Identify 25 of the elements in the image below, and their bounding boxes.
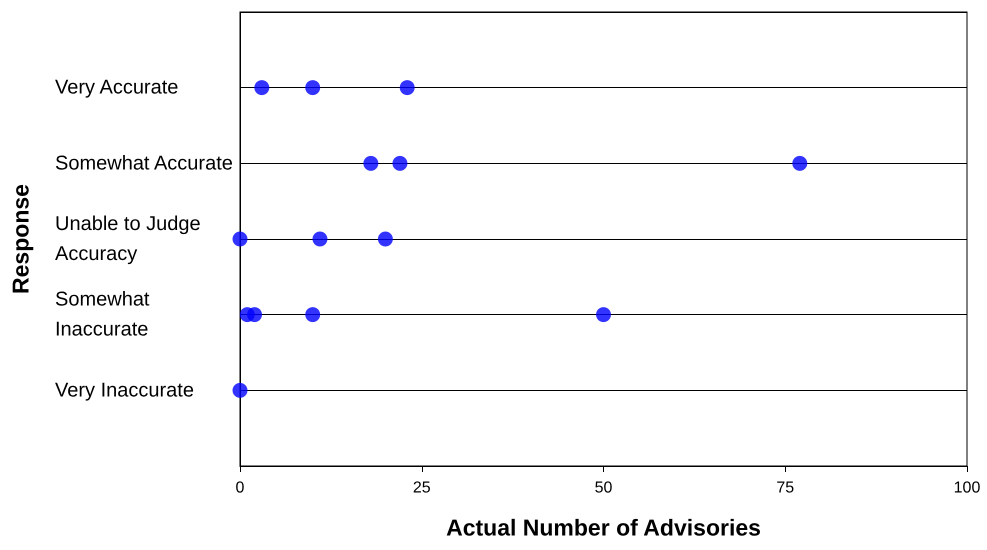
y-tick-label: Somewhat Inaccurate [55, 288, 156, 341]
point [378, 232, 393, 246]
y-axis-title: Response [8, 184, 34, 294]
x-tick-label: 75 [776, 480, 794, 496]
point [363, 156, 378, 171]
point [247, 307, 262, 322]
point [254, 80, 270, 96]
point [312, 232, 328, 246]
y-tick-label: Unable to Judge Accuracy [55, 213, 206, 265]
x-axis-title: Actual Number of Advisories [446, 514, 761, 540]
point [305, 307, 320, 322]
y-tick-label: Very Accurate [55, 76, 178, 99]
point [792, 156, 808, 171]
point [305, 80, 320, 96]
point [232, 382, 248, 398]
x-tick-label: 0 [236, 480, 245, 496]
x-tick-label: 25 [412, 480, 431, 496]
y-tick-label: Very Inaccurate [55, 379, 194, 402]
y-tick-label: Somewhat Accurate [55, 152, 233, 174]
x-tick-label: 100 [954, 480, 980, 496]
point [400, 80, 415, 96]
x-tick-label: 50 [594, 480, 612, 496]
point [596, 307, 611, 322]
point [232, 232, 248, 246]
point [392, 156, 408, 171]
